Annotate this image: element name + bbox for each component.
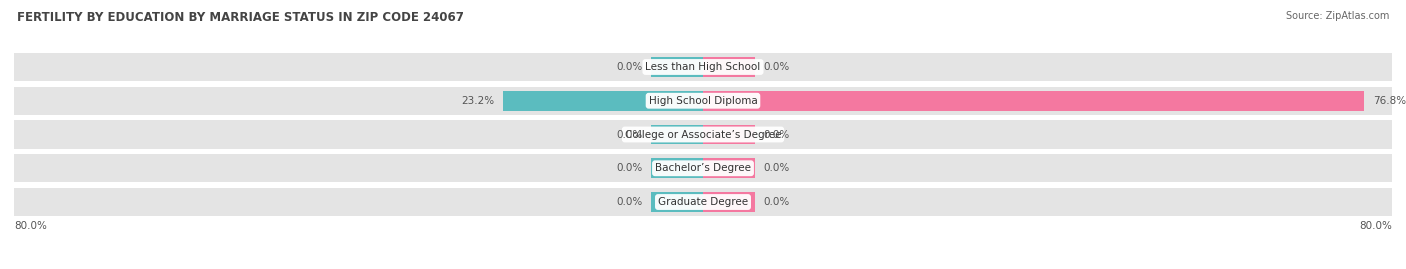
Bar xyxy=(14,87,1392,115)
Text: 0.0%: 0.0% xyxy=(763,163,790,173)
Bar xyxy=(14,154,1392,182)
Text: Source: ZipAtlas.com: Source: ZipAtlas.com xyxy=(1285,11,1389,21)
Bar xyxy=(14,53,1392,81)
Text: 23.2%: 23.2% xyxy=(461,96,495,106)
Bar xyxy=(14,121,1392,148)
Text: 80.0%: 80.0% xyxy=(1360,221,1392,231)
Bar xyxy=(651,125,703,144)
Text: Bachelor’s Degree: Bachelor’s Degree xyxy=(655,163,751,173)
Text: 0.0%: 0.0% xyxy=(763,129,790,140)
Text: 80.0%: 80.0% xyxy=(14,221,46,231)
Text: 76.8%: 76.8% xyxy=(1374,96,1406,106)
Text: 0.0%: 0.0% xyxy=(763,62,790,72)
Text: High School Diploma: High School Diploma xyxy=(648,96,758,106)
Text: Graduate Degree: Graduate Degree xyxy=(658,197,748,207)
Bar xyxy=(703,57,755,77)
Text: 0.0%: 0.0% xyxy=(616,62,643,72)
Text: College or Associate’s Degree: College or Associate’s Degree xyxy=(624,129,782,140)
Bar xyxy=(503,91,703,111)
Text: 0.0%: 0.0% xyxy=(616,129,643,140)
Bar xyxy=(703,158,755,178)
Bar xyxy=(14,188,1392,216)
Bar xyxy=(651,192,703,212)
Text: 0.0%: 0.0% xyxy=(763,197,790,207)
Bar xyxy=(651,57,703,77)
Text: FERTILITY BY EDUCATION BY MARRIAGE STATUS IN ZIP CODE 24067: FERTILITY BY EDUCATION BY MARRIAGE STATU… xyxy=(17,11,464,24)
Bar xyxy=(703,125,755,144)
Bar xyxy=(651,158,703,178)
Text: Less than High School: Less than High School xyxy=(645,62,761,72)
Text: 0.0%: 0.0% xyxy=(616,197,643,207)
Text: 0.0%: 0.0% xyxy=(616,163,643,173)
Bar xyxy=(703,192,755,212)
Bar xyxy=(703,91,1364,111)
